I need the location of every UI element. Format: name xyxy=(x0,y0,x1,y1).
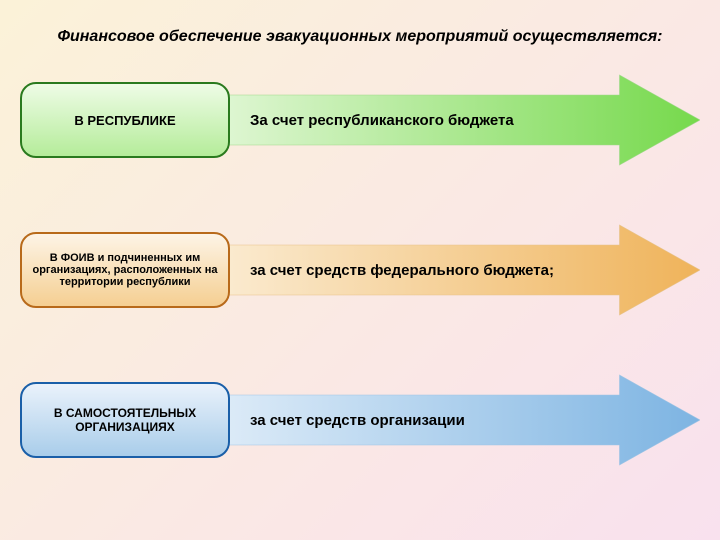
source-pill-label: В САМОСТОЯТЕЛЬНЫХ ОРГАНИЗАЦИЯХ xyxy=(30,406,220,434)
page-title: Финансовое обеспечение эвакуационных мер… xyxy=(0,28,720,46)
diagram-row: В ФОИВ и подчиненных им организациях, ра… xyxy=(20,220,700,320)
arrow-label: за счет средств организации xyxy=(250,412,640,429)
source-pill-label: В РЕСПУБЛИКЕ xyxy=(74,113,175,128)
source-pill: В САМОСТОЯТЕЛЬНЫХ ОРГАНИЗАЦИЯХ xyxy=(20,382,230,458)
diagram-row: В РЕСПУБЛИКЕ За счет республиканского бюд… xyxy=(20,70,700,170)
source-pill: В ФОИВ и подчиненных им организациях, ра… xyxy=(20,232,230,308)
source-pill: В РЕСПУБЛИКЕ xyxy=(20,82,230,158)
arrow-label: За счет республиканского бюджета xyxy=(250,112,640,129)
diagram-row: В САМОСТОЯТЕЛЬНЫХ ОРГАНИЗАЦИЯХ за счет ср… xyxy=(20,370,700,470)
arrow-label: за счет средств федерального бюджета; xyxy=(250,262,640,279)
source-pill-label: В ФОИВ и подчиненных им организациях, ра… xyxy=(30,252,220,288)
